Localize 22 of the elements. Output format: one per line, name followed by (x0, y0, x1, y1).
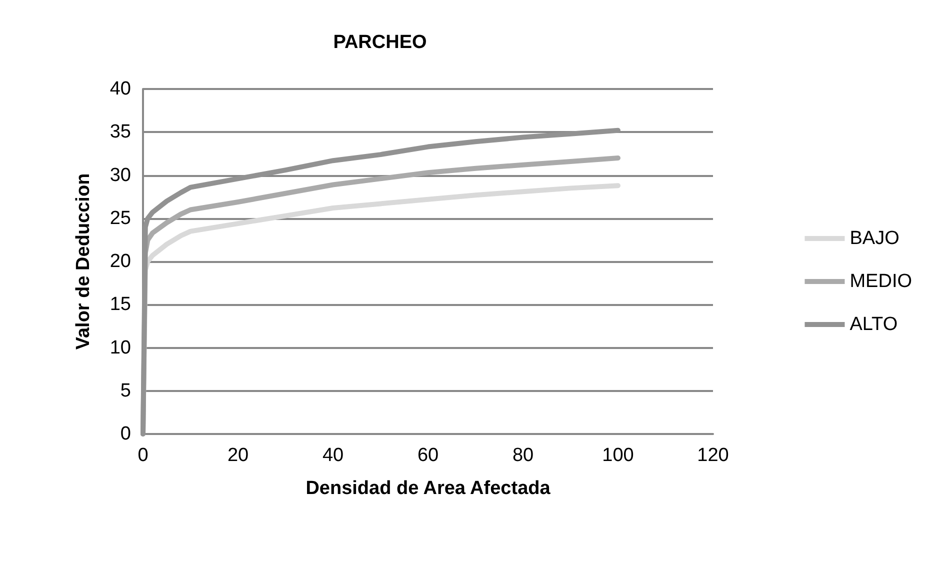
y-tick-label: 40 (110, 78, 131, 100)
y-tick-label: 20 (110, 251, 131, 272)
y-tick-label: 30 (110, 164, 131, 186)
legend-label: ALTO (850, 314, 898, 335)
chart-title: PARCHEO (333, 32, 427, 53)
y-tick-label: 25 (110, 208, 131, 229)
x-tick-label: 80 (512, 445, 534, 466)
y-tick-label: 0 (120, 424, 131, 444)
x-tick-label: 0 (138, 445, 148, 466)
y-tick-label: 15 (110, 294, 131, 316)
legend-label: BAJO (850, 228, 900, 249)
x-axis-title: Densidad de Area Afectada (306, 478, 551, 499)
y-tick-label: 35 (110, 122, 131, 143)
x-tick-label: 100 (602, 445, 634, 466)
x-tick-label: 40 (322, 445, 344, 466)
y-axis-title: Valor de Deduccion (73, 173, 94, 350)
y-tick-label: 5 (120, 380, 131, 402)
x-tick-label: 120 (697, 445, 729, 466)
x-tick-label: 20 (227, 445, 249, 466)
legend-label: MEDIO (850, 271, 912, 292)
y-tick-label: 10 (110, 337, 131, 358)
x-tick-label: 60 (417, 445, 439, 466)
